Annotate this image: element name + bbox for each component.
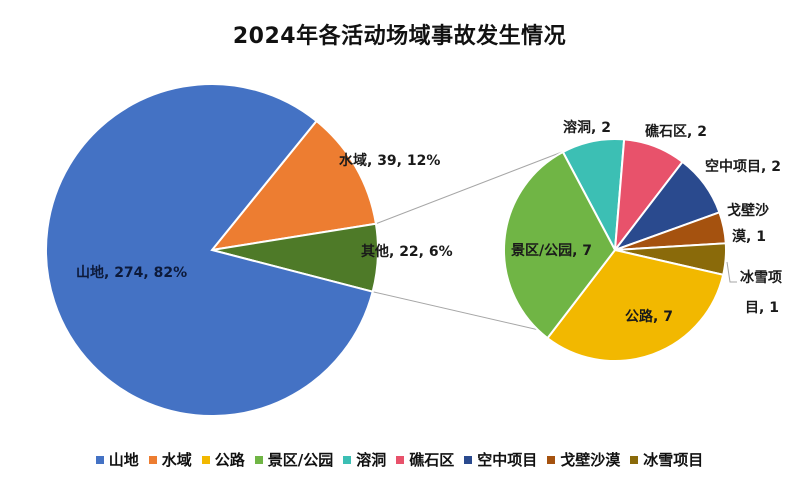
legend-swatch-icon <box>547 455 556 464</box>
legend-swatch-icon <box>201 455 210 464</box>
legend-label: 山地 <box>108 451 139 469</box>
secondary-pie <box>503 138 727 362</box>
legend-item: 景区/公园 <box>254 449 334 470</box>
label-gebi-line2: 漠, 1 <box>732 229 766 245</box>
label-gebi-line1: 戈壁沙 <box>727 203 769 219</box>
main-slice-0 <box>45 83 374 417</box>
legend-label: 冰雪项目 <box>643 451 704 469</box>
legend-item: 山地 <box>95 449 139 470</box>
label-gonglu: 公路, 7 <box>625 309 673 325</box>
secondary-slice-5 <box>546 248 725 362</box>
label-jiaoshi: 礁石区, 2 <box>645 124 707 140</box>
legend-item: 水域 <box>148 449 192 470</box>
label-qita: 其他, 22, 6% <box>361 244 453 260</box>
label-shandi: 山地, 274, 82% <box>76 265 188 281</box>
label-kongzhong: 空中项目, 2 <box>705 159 781 175</box>
legend-item: 冰雪项目 <box>630 449 703 470</box>
legend-item: 空中项目 <box>464 449 537 470</box>
legend: 山地 水域 公路 景区/公园 溶洞 礁石区 空中项目 戈壁沙漠 冰雪项目 <box>0 449 799 470</box>
connector-line-0 <box>375 151 563 225</box>
legend-swatch-icon <box>396 455 405 464</box>
leader-line-bingxue <box>726 261 737 283</box>
connector-lines <box>372 151 737 334</box>
legend-swatch-icon <box>148 455 157 464</box>
secondary-slice-6 <box>503 150 617 340</box>
legend-item: 礁石区 <box>396 449 454 470</box>
legend-label: 空中项目 <box>477 451 538 469</box>
label-bingxue-line1: 冰雪项 <box>740 270 782 286</box>
legend-item: 公路 <box>201 449 245 470</box>
label-shuiyu: 水域, 39, 12% <box>339 153 441 169</box>
label-rongdong: 溶洞, 2 <box>563 120 611 136</box>
legend-label: 礁石区 <box>409 451 455 469</box>
legend-swatch-icon <box>630 455 639 464</box>
legend-label: 溶洞 <box>356 451 387 469</box>
legend-label: 水域 <box>161 451 192 469</box>
legend-item: 戈壁沙漠 <box>547 449 620 470</box>
legend-label: 景区/公园 <box>267 451 334 469</box>
legend-swatch-icon <box>464 455 473 464</box>
label-jingqu: 景区/公园, 7 <box>511 243 593 259</box>
legend-swatch-icon <box>254 455 263 464</box>
main-pie <box>45 83 379 417</box>
connector-line-1 <box>372 291 553 334</box>
legend-label: 公路 <box>214 451 245 469</box>
label-bingxue-line2: 目, 1 <box>745 300 779 316</box>
legend-swatch-icon <box>343 455 352 464</box>
chart-title: 2024年各活动场域事故发生情况 <box>232 24 567 49</box>
legend-label: 戈壁沙漠 <box>560 451 621 469</box>
legend-swatch-icon <box>95 455 104 464</box>
legend-item: 溶洞 <box>343 449 386 470</box>
main-slice-1 <box>209 119 378 252</box>
